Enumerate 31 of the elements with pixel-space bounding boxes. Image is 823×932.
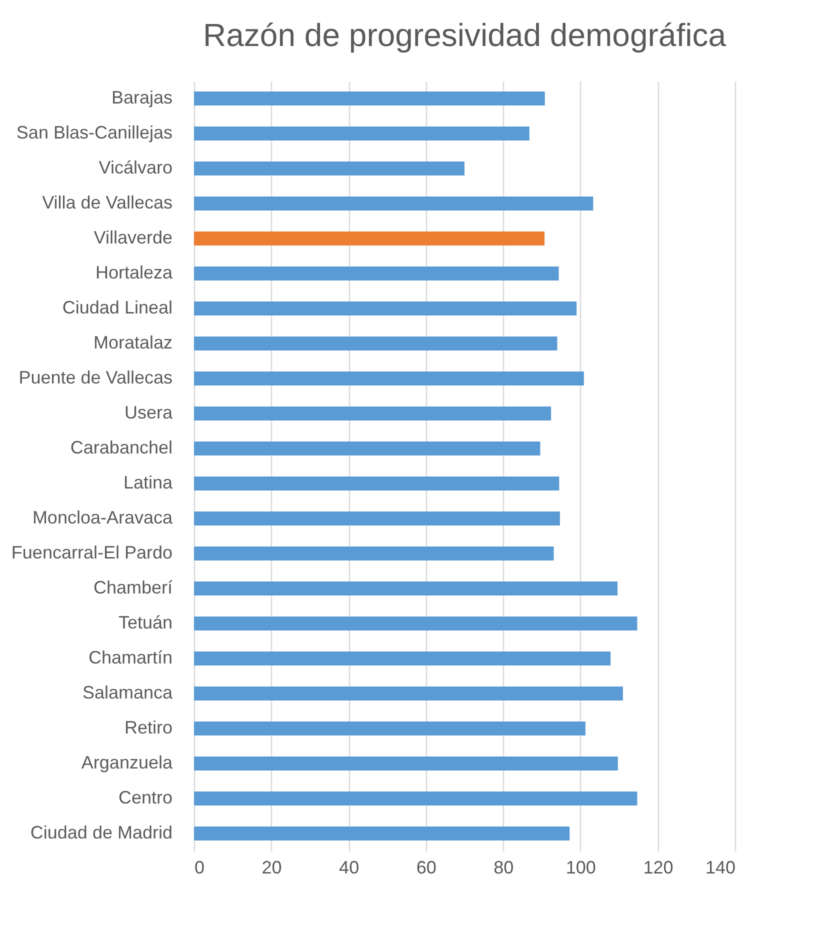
y-tick-label: Arganzuela [81, 752, 174, 772]
x-tick-label: 140 [705, 858, 736, 878]
x-tick-label: 40 [339, 858, 360, 878]
x-tick-label: 20 [262, 858, 282, 878]
y-tick-label: Tetuán [118, 612, 172, 632]
y-tick-label: Moncloa-Aravaca [32, 508, 174, 528]
x-tick-label: 100 [566, 858, 596, 878]
x-tick-label: 80 [494, 858, 514, 878]
y-tick-label: Fuencarral-El Pardo [11, 542, 172, 562]
y-tick-label: Barajas [111, 88, 172, 108]
y-tick-label: Villa de Vallecas [42, 192, 172, 212]
chart-title: Razón de progresividad demográfica [203, 17, 726, 53]
x-tick-label: 120 [643, 858, 674, 878]
y-tick-label: Ciudad de Madrid [30, 822, 172, 842]
y-tick-label: Ciudad Lineal [62, 298, 172, 318]
y-tick-label: Vicálvaro [98, 158, 172, 178]
y-tick-label: Latina [123, 472, 174, 492]
y-tick-label: Centro [118, 788, 172, 808]
x-tick-label: 60 [416, 858, 436, 878]
y-tick-label: Salamanca [82, 682, 174, 702]
y-tick-label: Chamberí [93, 578, 172, 598]
y-tick-label: Moratalaz [93, 332, 172, 352]
x-tick-label: 0 [194, 858, 205, 878]
y-tick-label: Chamartín [88, 648, 172, 668]
y-tick-label: Retiro [124, 718, 172, 738]
y-tick-label: Hortaleza [95, 262, 174, 282]
y-tick-label: Usera [124, 402, 174, 422]
y-tick-label: Puente de Vallecas [18, 368, 172, 388]
y-tick-label: Carabanchel [70, 438, 172, 458]
y-tick-label: Villaverde [94, 228, 172, 248]
y-tick-label: San Blas-Canillejas [16, 122, 172, 142]
